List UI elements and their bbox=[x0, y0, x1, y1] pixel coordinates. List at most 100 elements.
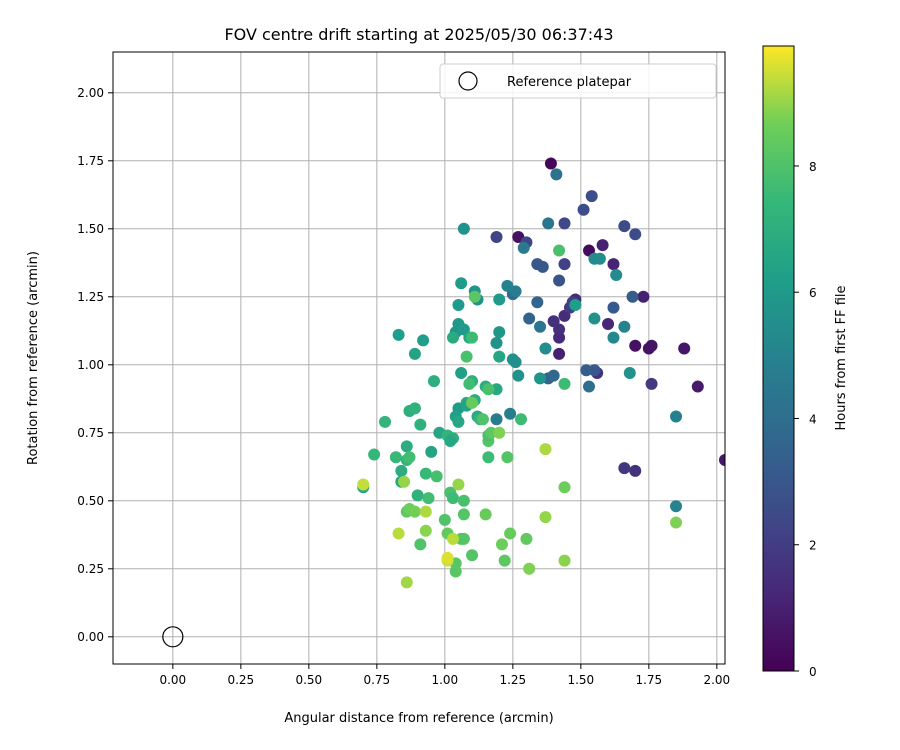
data-point bbox=[466, 549, 479, 562]
data-point bbox=[544, 157, 557, 170]
x-tick-label: 0.25 bbox=[227, 673, 254, 687]
x-tick-label: 1.00 bbox=[431, 673, 458, 687]
data-point bbox=[645, 377, 658, 390]
data-point bbox=[357, 478, 370, 491]
data-point bbox=[493, 426, 506, 439]
data-point bbox=[670, 500, 683, 513]
data-point bbox=[629, 464, 642, 477]
data-point bbox=[425, 445, 438, 458]
data-point bbox=[444, 434, 457, 447]
data-point bbox=[531, 258, 544, 271]
data-point bbox=[408, 402, 421, 415]
colorbar: 0 2 4 6 8 Hours from first FF file bbox=[762, 45, 849, 679]
data-point bbox=[534, 372, 547, 385]
data-point bbox=[542, 217, 555, 230]
data-point bbox=[569, 298, 582, 311]
data-point bbox=[607, 331, 620, 344]
data-point bbox=[602, 318, 615, 330]
data-point bbox=[509, 356, 522, 369]
y-tick-label: 1.25 bbox=[77, 290, 104, 304]
data-point bbox=[452, 478, 465, 491]
data-point bbox=[539, 511, 552, 524]
data-point bbox=[482, 451, 495, 464]
data-point bbox=[479, 508, 492, 521]
data-point bbox=[558, 481, 571, 494]
data-point bbox=[452, 415, 465, 428]
data-point bbox=[457, 508, 470, 521]
data-points bbox=[357, 157, 725, 589]
data-point bbox=[637, 290, 650, 303]
y-axis-label: Rotation from reference (arcmin) bbox=[26, 251, 41, 465]
grid bbox=[113, 52, 725, 664]
y-tick-label: 0.25 bbox=[77, 562, 104, 576]
x-tick-label: 1.25 bbox=[499, 673, 526, 687]
colorbar-tick-label: 6 bbox=[809, 286, 817, 300]
data-point bbox=[476, 413, 489, 426]
data-point bbox=[457, 532, 470, 545]
plot-frame bbox=[112, 51, 726, 665]
data-point bbox=[618, 320, 631, 333]
data-point bbox=[558, 554, 571, 567]
data-point bbox=[607, 258, 620, 271]
data-point bbox=[531, 296, 544, 309]
reference-marker bbox=[162, 626, 184, 648]
data-point bbox=[539, 443, 552, 456]
data-point bbox=[447, 492, 459, 505]
data-point bbox=[593, 252, 606, 265]
data-point bbox=[596, 239, 609, 252]
data-point bbox=[389, 451, 402, 464]
x-axis-ticks: 0.00 0.25 0.50 0.75 1.00 1.25 1.50 1.75 2.00 bbox=[159, 664, 730, 687]
legend-label: Reference platepar bbox=[507, 75, 632, 90]
reference-platepar-marker bbox=[162, 626, 184, 648]
chart-title: FOV centre drift starting at 2025/05/30 … bbox=[224, 25, 613, 44]
data-point bbox=[490, 337, 503, 350]
colorbar-tick-label: 4 bbox=[809, 412, 817, 426]
data-point bbox=[430, 470, 443, 483]
y-tick-label: 0.00 bbox=[77, 630, 104, 644]
data-point bbox=[414, 538, 427, 551]
data-point bbox=[419, 467, 432, 480]
data-point bbox=[618, 462, 631, 475]
data-point bbox=[607, 301, 620, 314]
data-point bbox=[504, 407, 517, 420]
colorbar-tick-label: 2 bbox=[809, 539, 817, 553]
y-tick-label: 0.75 bbox=[77, 426, 104, 440]
colorbar-label: Hours from first FF file bbox=[834, 285, 849, 430]
data-point bbox=[392, 328, 405, 341]
data-point bbox=[493, 350, 506, 363]
y-tick-label: 1.00 bbox=[77, 358, 104, 372]
data-point bbox=[455, 366, 468, 379]
data-point bbox=[501, 279, 514, 292]
data-point bbox=[678, 342, 691, 355]
data-point bbox=[642, 342, 655, 355]
legend-marker bbox=[458, 71, 478, 91]
data-point bbox=[515, 413, 527, 426]
data-point bbox=[398, 475, 411, 488]
x-tick-label: 1.50 bbox=[567, 673, 594, 687]
data-point bbox=[463, 377, 476, 390]
data-point bbox=[558, 377, 571, 390]
data-point bbox=[534, 320, 547, 333]
data-point bbox=[550, 168, 563, 181]
data-point bbox=[719, 454, 725, 466]
data-point bbox=[583, 380, 595, 393]
data-point bbox=[457, 222, 470, 235]
data-point bbox=[520, 532, 533, 545]
data-point bbox=[411, 489, 424, 502]
data-point bbox=[580, 364, 593, 377]
data-point bbox=[395, 464, 408, 477]
data-point bbox=[553, 274, 566, 287]
x-tick-label: 0.75 bbox=[363, 673, 390, 687]
data-point bbox=[452, 298, 465, 311]
x-tick-label: 2.00 bbox=[703, 673, 730, 687]
data-point bbox=[438, 513, 451, 526]
colorbar-gradient bbox=[762, 45, 795, 672]
legend-box bbox=[439, 63, 717, 99]
data-point bbox=[495, 538, 508, 551]
data-point bbox=[523, 562, 536, 575]
data-point bbox=[629, 228, 642, 241]
legend: Reference platepar bbox=[439, 63, 717, 99]
y-tick-label: 1.75 bbox=[77, 154, 104, 168]
y-tick-label: 2.00 bbox=[77, 86, 104, 100]
